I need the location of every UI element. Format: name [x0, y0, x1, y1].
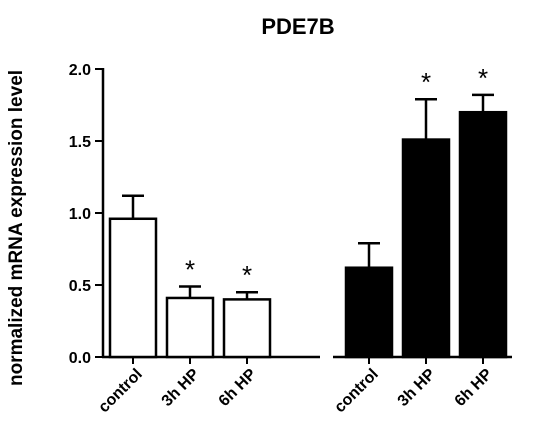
category-label: 3h HP — [395, 366, 439, 410]
bar — [165, 296, 215, 359]
chart-title: PDE7B — [261, 14, 334, 39]
bar — [458, 110, 508, 359]
category-label: control — [331, 366, 381, 416]
bars: * * * * — [108, 63, 508, 359]
category-label: 6h HP — [216, 366, 260, 410]
y-tick-label: 1.5 — [69, 134, 91, 151]
significance-marker: * — [185, 254, 195, 284]
significance-marker: * — [242, 260, 252, 290]
bar — [222, 298, 272, 359]
significance-marker: * — [421, 67, 431, 97]
y-tick-label: 1.0 — [69, 206, 91, 223]
bar — [401, 138, 451, 359]
y-tick-label: 0.5 — [69, 278, 91, 295]
category-label: control — [95, 366, 145, 416]
category-label: 6h HP — [452, 366, 496, 410]
y-axis-label: normalized mRNA expression level — [6, 70, 27, 386]
category-label: 3h HP — [159, 366, 203, 410]
bar — [344, 266, 394, 359]
significance-marker: * — [478, 63, 488, 93]
bar — [108, 217, 158, 359]
y-tick-label: 2.0 — [69, 62, 91, 79]
category-labels: control 3h HP 6h HP control 3h HP 6h HP — [95, 366, 496, 417]
y-tick-label: 0.0 — [69, 350, 91, 367]
